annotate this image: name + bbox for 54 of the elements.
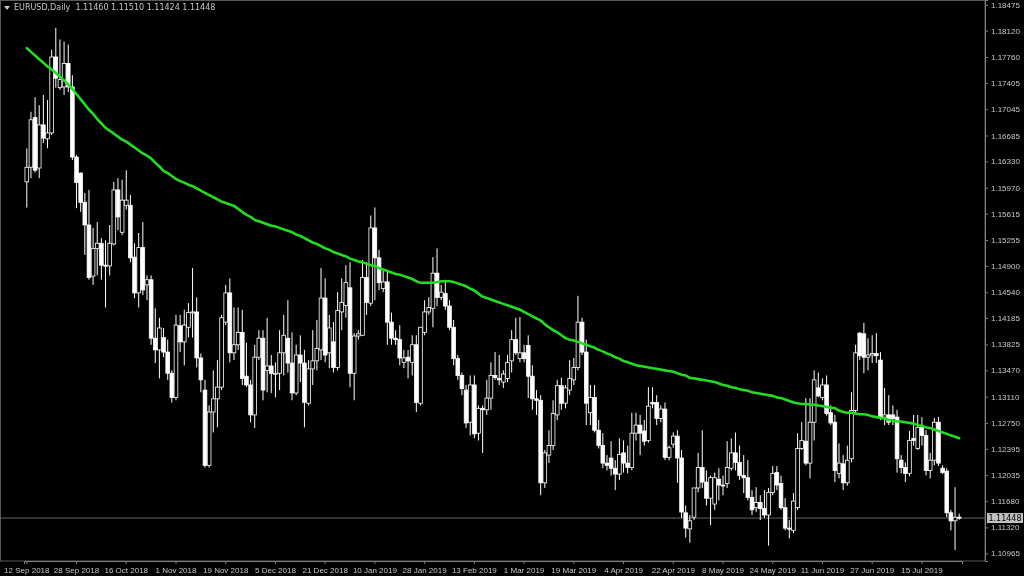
y-tick-label: 1.12750: [991, 419, 1021, 428]
x-tick-label: 19 Mar 2019: [551, 565, 597, 575]
x-tick-label: 5 Dec 2018: [254, 565, 297, 575]
y-tick-label: 1.12395: [991, 444, 1021, 454]
y-tick-label: 1.17045: [991, 105, 1021, 115]
candlestick: [865, 337, 871, 371]
y-tick-label: 1.15970: [991, 183, 1021, 193]
candlestick: [264, 317, 270, 393]
y-tick-label: 1.14540: [991, 288, 1021, 298]
y-tick-label: 1.15615: [991, 209, 1021, 219]
y-tick-label: 1.17760: [991, 53, 1021, 63]
y-tick-label: 1.13825: [991, 340, 1021, 350]
x-tick-label: 12 Sep 2018: [4, 565, 51, 575]
x-tick-label: 28 Jan 2019: [402, 565, 448, 575]
candlestick: [915, 414, 921, 451]
x-tick-label: 4 Apr 2019: [604, 565, 644, 575]
y-tick-label: 1.18120: [991, 26, 1021, 36]
y-tick-label: 1.18475: [991, 0, 1021, 10]
chart-title: EURUSD,Daily 1.11460 1.11510 1.11424 1.11448: [14, 3, 216, 12]
candlestick: [762, 489, 767, 519]
x-tick-label: 21 Dec 2018: [302, 565, 349, 575]
x-tick-label: 27 Jun 2019: [850, 565, 895, 575]
y-tick-label: 1.12035: [991, 471, 1021, 481]
y-tick-label: 1.15255: [991, 236, 1021, 246]
x-tick-label: 19 Nov 2018: [203, 565, 249, 575]
candlestick: [103, 239, 108, 309]
candlestick: [637, 414, 643, 456]
y-tick-label: 1.13110: [991, 392, 1020, 402]
candlestick: [517, 316, 523, 363]
x-tick-label: 16 Oct 2018: [104, 565, 149, 575]
y-tick-label: 1.10965: [991, 549, 1021, 559]
y-tick-label: 1.11320: [991, 523, 1020, 533]
ref-line-label: 1.11448: [988, 514, 1022, 524]
y-tick-label: 1.16330: [991, 157, 1021, 167]
x-tick-label: 15 Jul 2019: [901, 565, 944, 575]
y-tick-label: 1.14900: [991, 261, 1021, 271]
y-tick-label: 1.11680: [991, 497, 1020, 507]
candlestick: [861, 322, 867, 374]
candlestick: [803, 397, 809, 466]
x-tick-label: 10 Jan 2019: [352, 565, 398, 575]
x-tick-label: 11 Jun 2019: [800, 565, 845, 575]
x-tick-label: 24 May 2019: [749, 565, 797, 575]
x-tick-label: 1 Nov 2018: [155, 565, 197, 575]
x-tick-label: 8 May 2019: [702, 565, 745, 575]
candlestick: [716, 467, 722, 501]
y-tick-label: 1.17405: [991, 78, 1021, 88]
x-tick-label: 13 Feb 2019: [451, 565, 498, 575]
y-tick-label: 1.14185: [991, 314, 1021, 324]
x-tick-label: 28 Sep 2018: [53, 565, 100, 575]
y-tick-label: 1.13470: [991, 366, 1021, 376]
y-tick-label: 1.16685: [991, 131, 1021, 141]
candlestick: [753, 486, 759, 513]
x-tick-label: 22 Apr 2019: [651, 565, 696, 575]
x-tick-label: 1 Mar 2019: [503, 565, 545, 575]
